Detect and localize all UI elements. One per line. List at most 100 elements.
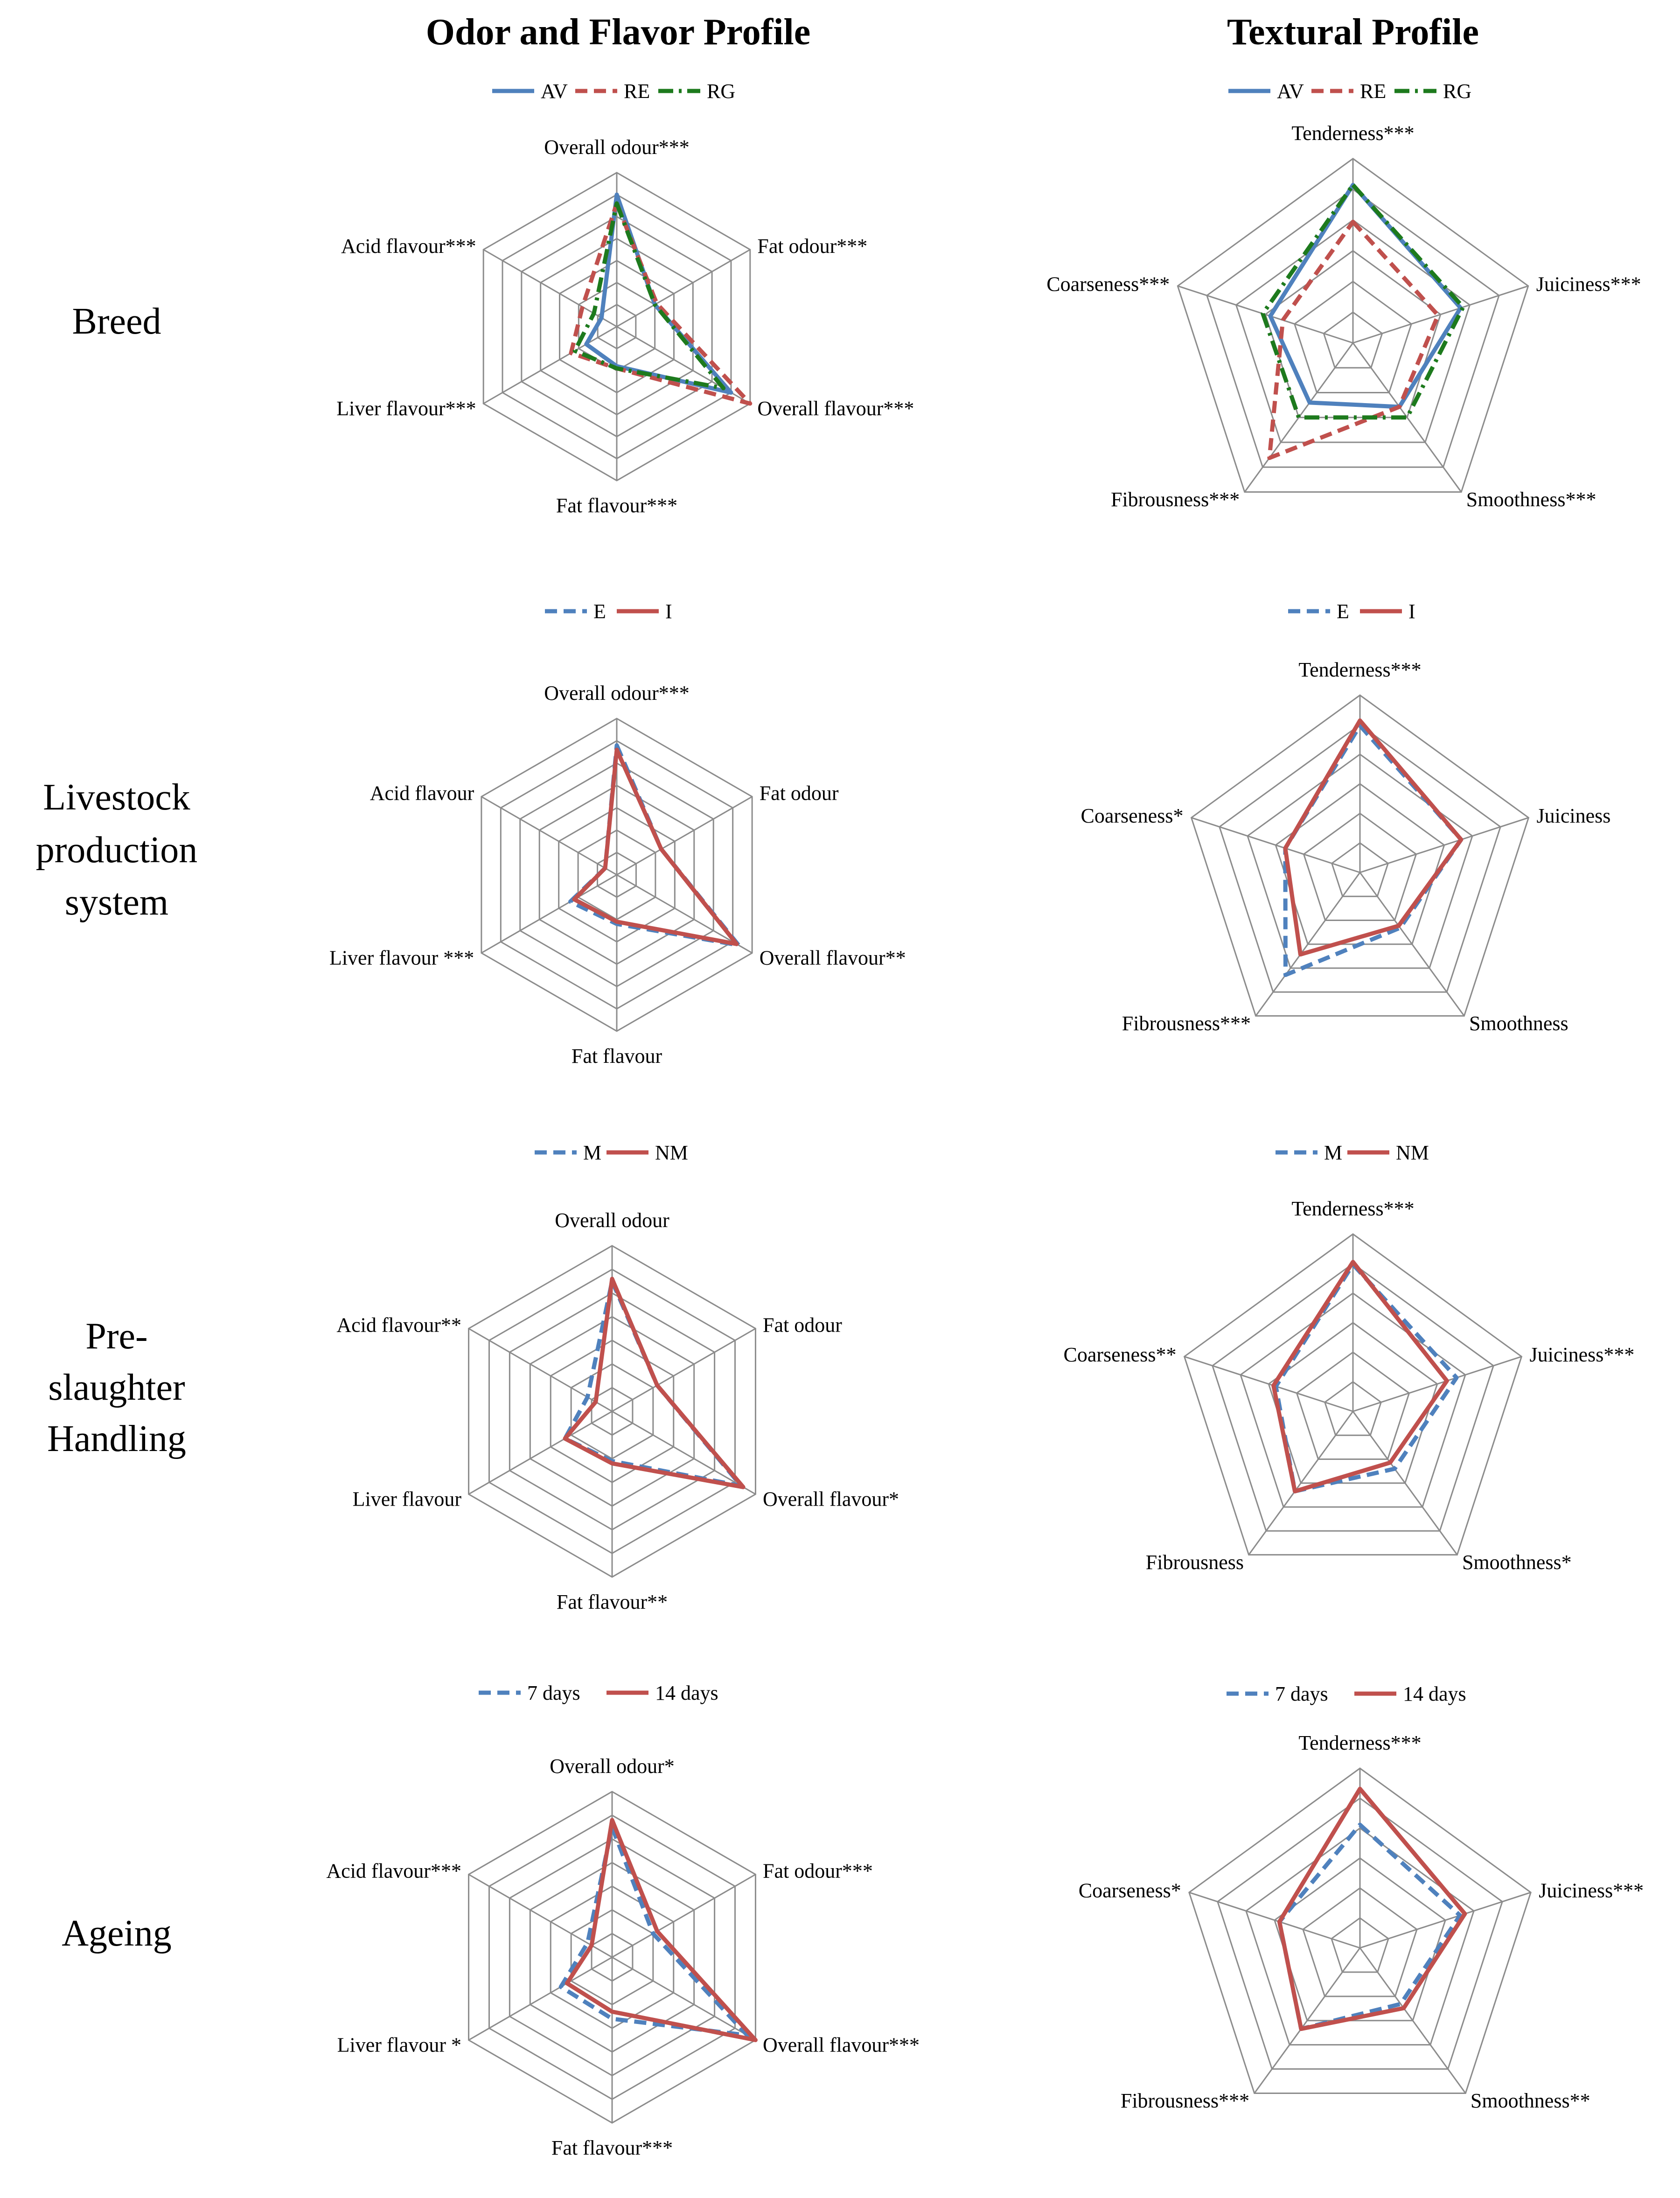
row-label-line: Ageing xyxy=(62,1913,172,1954)
series-line-14-days xyxy=(567,1820,755,2040)
radar-chart-handling-texture: Tenderness*** Juiciness*** Smoothness* Fibr… xyxy=(1064,1141,1635,1574)
axis-spoke xyxy=(617,797,752,875)
axis-label-smoothness: Smoothness xyxy=(1469,1012,1568,1035)
legend: 7 days 14 days xyxy=(479,1682,718,1704)
axis-label-overall-odour: Overall odour* xyxy=(550,1755,675,1778)
column-title-odor-flavor: Odor and Flavor Profile xyxy=(426,12,810,53)
axis-label-overall-odour: Overall odour xyxy=(555,1209,669,1232)
axis-label-fibrousness: Fibrousness*** xyxy=(1121,2089,1249,2112)
legend-label-e: E xyxy=(593,600,606,623)
axis-label-fat-odour: Fat odour xyxy=(760,782,839,805)
axis-label-fat-flavour: Fat flavour** xyxy=(557,1591,668,1613)
row-label-line: slaughter xyxy=(48,1367,185,1408)
axis-spoke xyxy=(1189,1892,1360,1948)
axis-spoke xyxy=(1353,286,1528,343)
axis-label-fat-flavour: Fat flavour xyxy=(572,1045,662,1068)
axis-label-coarseness: Coarseness** xyxy=(1064,1343,1177,1366)
row-label-line: Breed xyxy=(72,301,161,342)
axis-label-acid-flavour: Acid flavour xyxy=(370,782,474,805)
axis-label-fibrousness: Fibrousness*** xyxy=(1122,1012,1251,1035)
legend-label-re: RE xyxy=(1360,80,1386,103)
axis-label-coarseness: Coarseness*** xyxy=(1046,272,1170,295)
series-line-nm xyxy=(1274,1262,1447,1492)
axis-label-fat-flavour: Fat flavour*** xyxy=(551,2136,673,2159)
axis-label-smoothness: Smoothness*** xyxy=(1466,488,1596,511)
radar-chart-system-texture: Tenderness***JuicinessSmoothnessFibrousn… xyxy=(1081,600,1611,1035)
axis-spoke xyxy=(483,327,617,404)
axis-spoke xyxy=(1185,1357,1353,1411)
axis-label-overall-odour: Overall odour*** xyxy=(544,682,690,705)
radar-chart-system-odor: Overall odour*** Fat odour Overall flavour… xyxy=(329,600,906,1068)
axis-label-overall-flavour: Overall flavour** xyxy=(760,947,906,970)
legend-label-e: E xyxy=(1337,600,1349,623)
axis-label-overall-flavour: Overall flavour*** xyxy=(757,397,914,420)
legend-label-av: AV xyxy=(541,80,568,103)
row-label-line: Handling xyxy=(47,1418,186,1459)
legend-label-14-days: 14 days xyxy=(655,1682,718,1704)
row-label-line: Livestock xyxy=(43,777,190,818)
axis-label-tenderness: Tenderness*** xyxy=(1291,122,1414,145)
axis-label-overall-flavour: Overall flavour*** xyxy=(763,2034,920,2057)
axis-spoke xyxy=(469,1329,612,1412)
row-label-breed: Breed xyxy=(72,301,161,342)
axis-label-juiciness: Juiciness xyxy=(1537,804,1611,827)
axis-label-fibrousness: Fibrousness xyxy=(1146,1551,1244,1574)
axis-label-liver-flavour: Liver flavour *** xyxy=(329,947,474,970)
radar-chart-breed-odor: Overall odour***Fat odour***Overall flav… xyxy=(336,80,914,517)
axis-label-acid-flavour: Acid flavour** xyxy=(336,1314,461,1337)
axis-spoke xyxy=(1192,818,1360,872)
legend-label-nm: NM xyxy=(655,1141,688,1164)
row-label-line: Pre- xyxy=(85,1316,147,1357)
axis-label-coarseness: Coarseness* xyxy=(1081,804,1184,827)
axis-label-liver-flavour: Liver flavour * xyxy=(337,2034,461,2057)
axis-label-smoothness: Smoothness* xyxy=(1462,1551,1572,1574)
legend-label-rg: RG xyxy=(707,80,735,103)
series-line-rg xyxy=(1263,185,1463,417)
axis-spoke xyxy=(481,797,617,875)
radar-chart-ageing-texture: Tenderness*** Juiciness*** Smoothness** Fib… xyxy=(1079,1682,1644,2112)
axis-label-overall-flavour: Overall flavour* xyxy=(763,1488,899,1511)
legend-label-re: RE xyxy=(624,80,650,103)
axis-label-liver-flavour: Liver flavour xyxy=(353,1488,462,1511)
axis-spoke xyxy=(1353,1357,1521,1411)
radar-chart-breed-texture: Tenderness***Juiciness***Smoothness***Fi… xyxy=(1046,80,1641,511)
legend: M NM xyxy=(535,1141,688,1164)
legend-label-m: M xyxy=(1324,1141,1342,1164)
axis-label-acid-flavour: Acid flavour*** xyxy=(326,1860,461,1883)
axis-label-fat-flavour: Fat flavour*** xyxy=(556,494,677,517)
axis-label-liver-flavour: Liver flavour*** xyxy=(336,397,476,420)
legend: AV RE RG xyxy=(1228,80,1471,103)
row-label-pre-slaughter-handling: Pre- slaughter Handling xyxy=(47,1316,186,1459)
axis-label-overall-odour: Overall odour*** xyxy=(544,136,690,159)
axis-label-fat-odour: Fat odour xyxy=(763,1314,842,1337)
legend: M NM xyxy=(1276,1141,1429,1164)
axis-spoke xyxy=(612,1411,755,1494)
axis-label-smoothness: Smoothness** xyxy=(1471,2089,1590,2112)
row-label-ageing: Ageing xyxy=(62,1913,172,1954)
legend-label-rg: RG xyxy=(1443,80,1471,103)
axis-spoke xyxy=(612,1329,755,1412)
axis-label-acid-flavour: Acid flavour*** xyxy=(341,235,476,258)
axis-label-tenderness: Tenderness*** xyxy=(1291,1197,1414,1220)
legend-label-av: AV xyxy=(1277,80,1304,103)
legend-label-7-days: 7 days xyxy=(527,1682,580,1704)
radar-chart-ageing-odor: Overall odour* Fat odour*** Overall flavou… xyxy=(326,1682,920,2159)
axis-label-fibrousness: Fibrousness*** xyxy=(1111,488,1240,511)
legend-label-i: I xyxy=(1408,600,1415,623)
axis-label-juiciness: Juiciness*** xyxy=(1530,1343,1635,1366)
series-line-e xyxy=(1285,726,1461,975)
legend-label-i: I xyxy=(665,600,672,623)
axis-label-tenderness: Tenderness*** xyxy=(1298,1731,1421,1754)
row-label-livestock-production-system: Livestock production system xyxy=(36,777,198,923)
axis-label-juiciness: Juiciness*** xyxy=(1539,1879,1644,1902)
legend-label-m: M xyxy=(583,1141,601,1164)
legend: AV RE RG xyxy=(492,80,735,103)
axis-label-fat-odour: Fat odour*** xyxy=(763,1860,873,1883)
row-label-line: system xyxy=(65,882,168,923)
legend-label-nm: NM xyxy=(1396,1141,1429,1164)
